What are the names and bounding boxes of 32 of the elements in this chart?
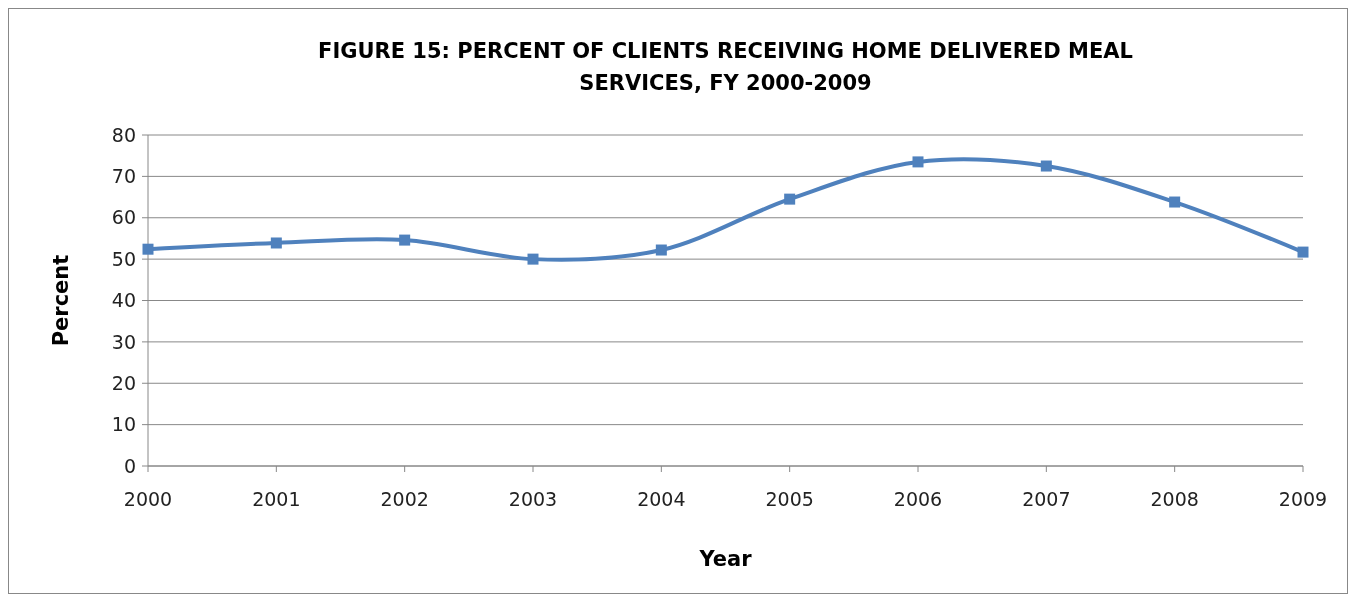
x-tick-label: 2004 — [637, 488, 686, 510]
point — [270, 237, 282, 249]
x-tick-label: 2002 — [380, 488, 429, 510]
y-tick-label: 30 — [111, 330, 136, 353]
point — [784, 193, 796, 205]
y-tick-label: 70 — [111, 165, 136, 188]
y-tick-label: 20 — [111, 371, 136, 394]
chart-title: FIGURE 15: PERCENT OF CLIENTS RECEIVING HOME DELIVERED MEAL SERVICES, FY 2000-2009 — [318, 39, 1133, 95]
x-tick-label: 2003 — [508, 488, 558, 510]
x-tick-label: 2007 — [1022, 488, 1071, 510]
x-tick-label: 2001 — [252, 488, 301, 510]
point — [912, 156, 924, 168]
point — [142, 243, 154, 255]
point — [1297, 246, 1309, 258]
point — [1169, 196, 1181, 208]
x-axis-title: Year — [698, 547, 753, 571]
y-tick-label: 60 — [111, 206, 136, 229]
y-axis-title: Percent — [49, 254, 73, 347]
y-tick-label: 0 — [123, 454, 136, 477]
x-tick-label: 2008 — [1150, 488, 1199, 510]
point — [399, 234, 411, 246]
x-tick-label: 2009 — [1278, 488, 1328, 510]
point — [1040, 160, 1052, 172]
x-tick-label: 2000 — [123, 488, 173, 510]
y-tick-label: 40 — [111, 289, 136, 312]
y-tick-label: 50 — [111, 247, 136, 270]
x-tick-label: 2005 — [765, 488, 814, 510]
point — [655, 244, 667, 256]
point — [527, 253, 539, 265]
y-tick-label: 10 — [111, 413, 136, 436]
y-tick-label: 80 — [111, 123, 136, 146]
x-tick-label: 2006 — [893, 488, 943, 510]
